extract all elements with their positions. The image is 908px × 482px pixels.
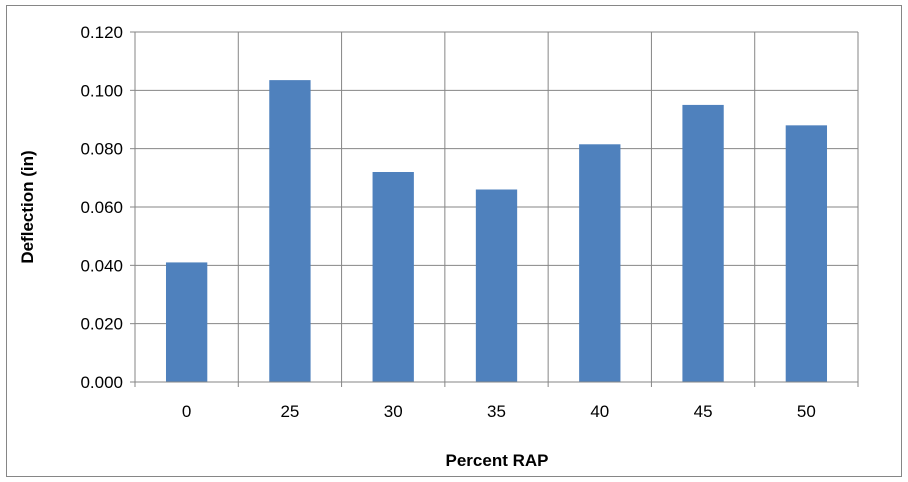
y-tick-labels: 0.000 0.020 0.040 0.060 0.080 0.100 0.120: [80, 23, 123, 392]
y-tick-label: 0.000: [80, 373, 123, 392]
bar-35: [475, 189, 518, 382]
x-tick-label: 45: [694, 402, 713, 421]
x-tick-label: 0: [182, 402, 191, 421]
x-tick-label: 30: [384, 402, 403, 421]
y-axis-title: Deflection (in): [18, 150, 37, 263]
bar-50: [785, 125, 828, 382]
x-tick-labels: 0 25 30 35 40 45 50: [182, 402, 816, 421]
y-tick-label: 0.120: [80, 23, 123, 42]
x-axis-title: Percent RAP: [446, 451, 549, 470]
chart-frame: [6, 5, 902, 477]
bars: [165, 80, 828, 383]
x-tick-label: 35: [487, 402, 506, 421]
bar-25: [269, 80, 311, 382]
x-tick-label: 50: [797, 402, 816, 421]
y-tick-label: 0.100: [80, 81, 123, 100]
bar-45: [682, 104, 724, 383]
bar-30: [372, 172, 414, 382]
gridlines: [135, 31, 859, 382]
x-tick-label: 25: [280, 402, 299, 421]
bar-0: [165, 262, 208, 382]
y-tick-label: 0.020: [80, 315, 123, 334]
x-tick-label: 40: [590, 402, 609, 421]
y-tick-label: 0.060: [80, 198, 123, 217]
bar-40: [579, 144, 621, 382]
axes: [130, 31, 859, 387]
y-tick-label: 0.040: [80, 256, 123, 275]
y-tick-label: 0.080: [80, 140, 123, 159]
